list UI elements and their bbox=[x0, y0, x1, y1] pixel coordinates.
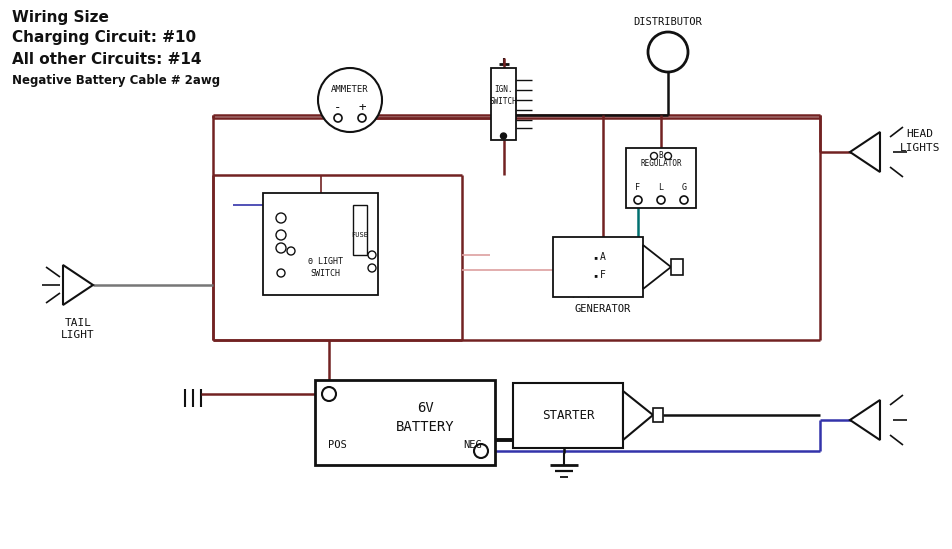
Circle shape bbox=[318, 68, 382, 132]
Text: Charging Circuit: #10: Charging Circuit: #10 bbox=[12, 30, 196, 45]
Circle shape bbox=[334, 114, 342, 122]
Circle shape bbox=[368, 264, 376, 272]
Text: LIGHTS: LIGHTS bbox=[900, 143, 941, 153]
Bar bbox=[353, 205, 367, 255]
Text: B: B bbox=[659, 150, 664, 160]
Bar bbox=[553, 237, 643, 297]
Text: POS: POS bbox=[327, 440, 347, 450]
Text: L: L bbox=[659, 183, 664, 193]
Text: NEG: NEG bbox=[464, 440, 483, 450]
Text: Θ LIGHT: Θ LIGHT bbox=[308, 256, 343, 266]
Circle shape bbox=[368, 251, 376, 259]
Circle shape bbox=[276, 213, 286, 223]
Text: REGULATOR: REGULATOR bbox=[640, 160, 682, 169]
Circle shape bbox=[648, 32, 688, 72]
Text: BATTERY: BATTERY bbox=[396, 420, 454, 434]
Bar bbox=[513, 383, 623, 448]
Text: F: F bbox=[636, 183, 641, 193]
Bar bbox=[315, 380, 495, 465]
Text: DISTRIBUTOR: DISTRIBUTOR bbox=[634, 17, 703, 27]
Text: All other Circuits: #14: All other Circuits: #14 bbox=[12, 52, 202, 67]
Circle shape bbox=[664, 153, 671, 160]
Circle shape bbox=[287, 247, 295, 255]
Text: 6V: 6V bbox=[417, 401, 433, 415]
Text: A: A bbox=[600, 252, 605, 262]
Text: F: F bbox=[600, 270, 605, 280]
Polygon shape bbox=[850, 400, 880, 440]
Polygon shape bbox=[623, 391, 653, 440]
Circle shape bbox=[277, 269, 285, 277]
Text: ▪: ▪ bbox=[593, 254, 597, 260]
Bar bbox=[671, 259, 683, 275]
Text: SWITCH: SWITCH bbox=[310, 268, 341, 277]
Circle shape bbox=[474, 444, 488, 458]
Text: TAIL: TAIL bbox=[65, 318, 91, 328]
Circle shape bbox=[276, 230, 286, 240]
Circle shape bbox=[650, 153, 658, 160]
Text: Negative Battery Cable # 2awg: Negative Battery Cable # 2awg bbox=[12, 74, 220, 87]
Polygon shape bbox=[643, 245, 671, 289]
Text: ▪: ▪ bbox=[593, 272, 597, 278]
Text: G: G bbox=[682, 183, 686, 193]
Circle shape bbox=[276, 243, 286, 253]
Text: -: - bbox=[334, 102, 342, 115]
Circle shape bbox=[657, 196, 665, 204]
Circle shape bbox=[501, 133, 506, 139]
Text: GENERATOR: GENERATOR bbox=[575, 304, 631, 314]
Text: IGN.: IGN. bbox=[494, 86, 513, 94]
Text: FUSE: FUSE bbox=[351, 232, 368, 238]
Circle shape bbox=[358, 114, 366, 122]
Text: SWITCH: SWITCH bbox=[489, 98, 517, 107]
Text: STARTER: STARTER bbox=[542, 409, 594, 422]
Text: AMMETER: AMMETER bbox=[331, 86, 368, 94]
Text: Wiring Size: Wiring Size bbox=[12, 10, 109, 25]
Circle shape bbox=[322, 387, 336, 401]
Polygon shape bbox=[63, 265, 93, 305]
Text: LIGHT: LIGHT bbox=[61, 330, 95, 340]
Bar bbox=[653, 408, 663, 422]
Bar bbox=[491, 68, 516, 140]
Bar bbox=[626, 148, 696, 208]
Bar bbox=[263, 193, 378, 295]
Polygon shape bbox=[850, 132, 880, 172]
Circle shape bbox=[634, 196, 642, 204]
Circle shape bbox=[680, 196, 688, 204]
Text: HEAD: HEAD bbox=[906, 129, 934, 139]
Text: +: + bbox=[358, 102, 366, 115]
